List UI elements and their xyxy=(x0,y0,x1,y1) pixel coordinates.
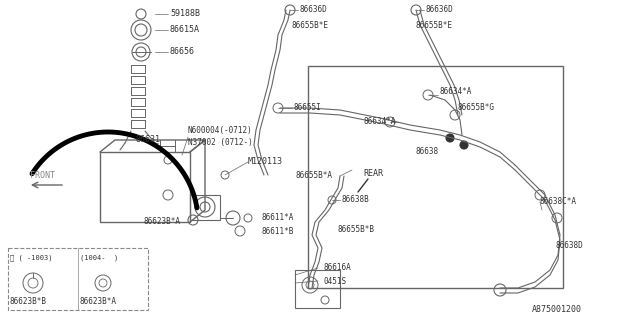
Text: 86616A: 86616A xyxy=(323,263,351,273)
Text: 86623B*B: 86623B*B xyxy=(10,298,47,307)
Text: REAR: REAR xyxy=(363,170,383,179)
Bar xyxy=(308,66,563,288)
Text: 86655B*G: 86655B*G xyxy=(458,102,495,111)
Text: 86623B*A: 86623B*A xyxy=(80,298,117,307)
Text: 86655I: 86655I xyxy=(293,103,321,113)
Text: 86638B: 86638B xyxy=(342,196,370,204)
Text: 59188B: 59188B xyxy=(170,10,200,19)
Text: 86638: 86638 xyxy=(415,148,438,156)
Text: 86634*A: 86634*A xyxy=(440,87,472,97)
Bar xyxy=(100,152,190,222)
Text: 86611*B: 86611*B xyxy=(262,227,294,236)
Text: 86638D: 86638D xyxy=(556,241,584,250)
Text: N37002 (0712-): N37002 (0712-) xyxy=(188,139,253,148)
Text: N600004(-0712): N600004(-0712) xyxy=(188,126,253,135)
Text: 86636D: 86636D xyxy=(426,5,454,14)
Text: 86655B*A: 86655B*A xyxy=(296,172,333,180)
Bar xyxy=(190,195,220,220)
Text: FRONT: FRONT xyxy=(30,171,55,180)
Text: 86631: 86631 xyxy=(135,135,160,145)
Text: 86611*A: 86611*A xyxy=(262,213,294,222)
Text: ※ ( -1003): ※ ( -1003) xyxy=(10,255,52,261)
Text: 86623B*A: 86623B*A xyxy=(143,218,180,227)
Text: 86638C*A: 86638C*A xyxy=(540,197,577,206)
Text: 86655B*E: 86655B*E xyxy=(416,21,453,30)
Circle shape xyxy=(446,134,454,142)
Text: 86655B*B: 86655B*B xyxy=(338,226,375,235)
Text: M120113: M120113 xyxy=(248,157,283,166)
Text: 86655B*E: 86655B*E xyxy=(292,21,329,30)
Text: (1004-  ): (1004- ) xyxy=(80,255,118,261)
Bar xyxy=(295,270,340,308)
Text: 86636D: 86636D xyxy=(300,5,328,14)
Text: 86634*A: 86634*A xyxy=(363,117,396,126)
Text: 86656: 86656 xyxy=(170,47,195,57)
Text: 86615A: 86615A xyxy=(170,26,200,35)
Circle shape xyxy=(460,141,468,149)
Text: 0451S: 0451S xyxy=(323,276,346,285)
Bar xyxy=(8,248,148,310)
Text: A875001200: A875001200 xyxy=(532,305,582,314)
